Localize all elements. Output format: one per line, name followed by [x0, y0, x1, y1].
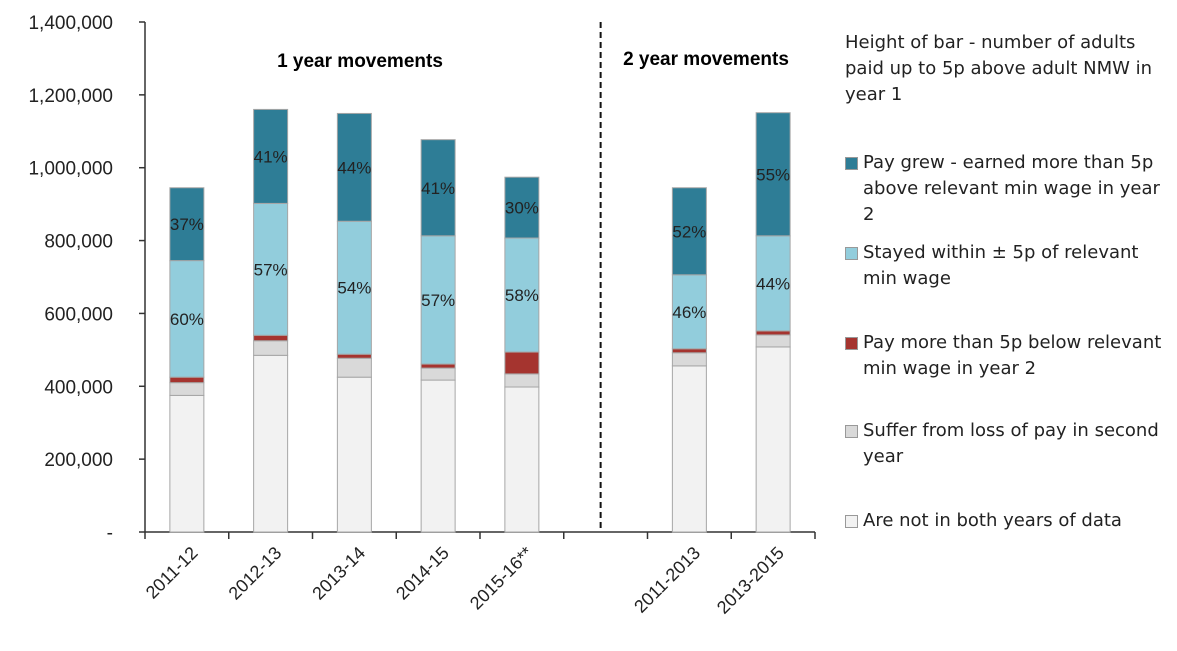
y-tick-label: 400,000 — [44, 377, 113, 398]
segment-label: 54% — [337, 279, 371, 298]
bar-segment — [336, 220, 372, 355]
legend-item: Pay more than 5p below relevant min wage… — [845, 330, 1170, 382]
y-tick-label: 1,400,000 — [28, 13, 113, 34]
x-tick-label: 2011-12 — [142, 543, 202, 603]
bar-segment — [169, 187, 205, 262]
bar-segment — [671, 274, 707, 350]
legend-swatch — [845, 337, 858, 350]
x-tick-label: 2012-13 — [225, 543, 286, 604]
bar-segment — [504, 351, 540, 375]
bar-segment — [336, 357, 372, 378]
legend-item: Are not in both years of data — [845, 508, 1170, 534]
legend-item: Pay grew - earned more than 5p above rel… — [845, 150, 1170, 228]
bar-segment — [253, 354, 289, 533]
bar-segment — [169, 394, 205, 533]
segment-label: 55% — [756, 165, 790, 184]
x-tick-label: 2014-15 — [392, 543, 453, 604]
legend-swatch — [845, 247, 858, 260]
legend-label: Suffer from loss of pay in second year — [863, 420, 1159, 467]
segment-label: 46% — [672, 303, 706, 322]
segment-label: 37% — [170, 215, 204, 234]
x-tick-label: 2015-16** — [466, 543, 537, 614]
segment-label: 52% — [672, 222, 706, 241]
segment-label: 57% — [421, 291, 455, 310]
annotation: 1 year movements — [277, 51, 443, 72]
y-tick-label: 1,000,000 — [28, 159, 113, 180]
y-tick-label: 200,000 — [44, 450, 113, 471]
bar-segment — [755, 334, 791, 348]
bar-segment — [504, 176, 540, 239]
legend-title: Height of bar - number of adults paid up… — [845, 32, 1153, 105]
bar-segment — [336, 112, 372, 222]
bar-segment — [169, 376, 205, 384]
bar-segment — [336, 353, 372, 359]
legend-label: Pay grew - earned more than 5p above rel… — [863, 152, 1160, 225]
segment-label: 41% — [254, 147, 288, 166]
bar-segment — [336, 376, 372, 533]
y-tick-label: - — [107, 523, 113, 544]
legend-label: Pay more than 5p below relevant min wage… — [863, 332, 1162, 379]
bar-segment — [755, 235, 791, 332]
segment-label: 41% — [421, 179, 455, 198]
bar-segment — [253, 334, 289, 342]
bar-segment — [671, 365, 707, 533]
y-tick-label: 1,200,000 — [28, 86, 113, 107]
legend-swatch — [845, 157, 858, 170]
segment-label: 60% — [170, 310, 204, 329]
y-tick-label: 800,000 — [44, 232, 113, 253]
segment-label: 44% — [756, 274, 790, 293]
bar-segment — [253, 340, 289, 356]
x-tick-label: 2013-2015 — [713, 543, 788, 618]
bar-segment — [755, 346, 791, 533]
legend-label: Stayed within ± 5p of relevant min wage — [863, 242, 1139, 289]
bar-segment — [420, 363, 456, 369]
bar-segment — [504, 373, 540, 388]
legend-swatch — [845, 515, 858, 528]
bar-segment — [253, 202, 289, 336]
legend-item: Suffer from loss of pay in second year — [845, 418, 1170, 470]
legend-item: Stayed within ± 5p of relevant min wage — [845, 240, 1170, 292]
annotation: 2 year movements — [623, 49, 789, 70]
bar-segment — [755, 112, 791, 237]
bar-segment — [504, 386, 540, 533]
bar-segment — [420, 379, 456, 533]
bar-segment — [671, 187, 707, 276]
bar-segment — [420, 139, 456, 237]
bar-segment — [671, 348, 707, 354]
legend-label: Are not in both years of data — [863, 510, 1122, 531]
legend-swatch — [845, 425, 858, 438]
bar-segment — [420, 367, 456, 381]
bar-segment — [671, 352, 707, 367]
bar-segment — [755, 330, 791, 336]
segment-label: 57% — [254, 260, 288, 279]
x-tick-label: 2011-2013 — [630, 543, 704, 617]
x-tick-label: 2013-14 — [308, 543, 369, 604]
bar-segment — [169, 260, 205, 378]
segment-label: 30% — [505, 199, 539, 218]
bar-segment — [169, 382, 205, 396]
segment-label: 58% — [505, 286, 539, 305]
y-tick-label: 600,000 — [44, 304, 113, 325]
segment-label: 44% — [337, 158, 371, 177]
bar-segment — [253, 108, 289, 204]
